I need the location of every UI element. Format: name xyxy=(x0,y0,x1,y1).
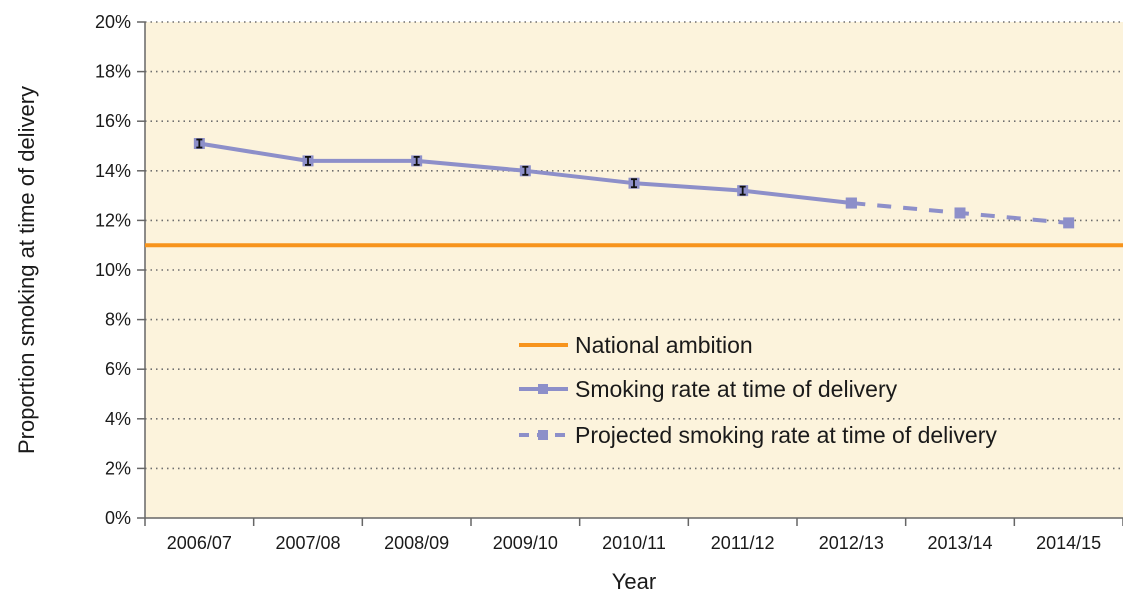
y-tick-label: 12% xyxy=(95,210,131,230)
x-ticks: 2006/07 2007/08 2008/09 2009/10 2010/11 2011/… xyxy=(144,518,1123,553)
y-ticks: 0% 2% 4% 6% 8% 10% 12% 14% 16% 18% 20% xyxy=(95,12,145,528)
x-tick-label: 2011/12 xyxy=(711,533,775,553)
legend-marker-projected-smoking-rate xyxy=(538,430,548,440)
y-tick-label: 16% xyxy=(95,111,131,131)
error-bar xyxy=(196,138,203,149)
x-tick-label: 2010/11 xyxy=(602,533,666,553)
legend-label-smoking-rate: Smoking rate at time of delivery xyxy=(575,376,898,402)
y-tick-label: 6% xyxy=(105,359,131,379)
x-tick-label: 2012/13 xyxy=(819,533,884,553)
error-bar xyxy=(739,185,746,196)
legend-label-projected-smoking-rate: Projected smoking rate at time of delive… xyxy=(575,422,997,448)
x-tick-label: 2006/07 xyxy=(167,533,232,553)
y-tick-label: 8% xyxy=(105,310,131,330)
y-tick-label: 20% xyxy=(95,12,131,32)
y-tick-label: 14% xyxy=(95,161,131,181)
y-tick-label: 10% xyxy=(95,260,131,280)
error-bar xyxy=(305,155,311,166)
x-tick-label: 2014/15 xyxy=(1036,533,1101,553)
y-tick-label: 4% xyxy=(105,409,131,429)
legend-label-national-ambition: National ambition xyxy=(575,332,753,358)
x-tick-label: 2009/10 xyxy=(493,533,558,553)
grid-lines xyxy=(145,21,1123,470)
legend: National ambition Smoking rate at time o… xyxy=(519,332,997,448)
y-axis-title: Proportion smoking at time of delivery xyxy=(14,86,39,454)
y-tick-label: 0% xyxy=(105,508,131,528)
x-axis-title: Year xyxy=(612,569,656,593)
data-point-projected-smoking-rate-at-time-of-delivery xyxy=(845,197,857,209)
x-tick-label: 2007/08 xyxy=(275,533,340,553)
error-bar xyxy=(631,178,637,189)
data-point-projected-smoking-rate-at-time-of-delivery xyxy=(1063,217,1075,229)
data-point-projected-smoking-rate-at-time-of-delivery xyxy=(954,207,966,219)
legend-marker-smoking-rate xyxy=(538,384,548,394)
x-tick-label: 2013/14 xyxy=(927,533,992,553)
y-tick-label: 2% xyxy=(105,458,131,478)
x-tick-label: 2008/09 xyxy=(384,533,449,553)
series xyxy=(145,138,1123,248)
error-bar xyxy=(413,155,420,166)
y-tick-label: 18% xyxy=(95,62,131,82)
error-bar xyxy=(522,165,529,176)
